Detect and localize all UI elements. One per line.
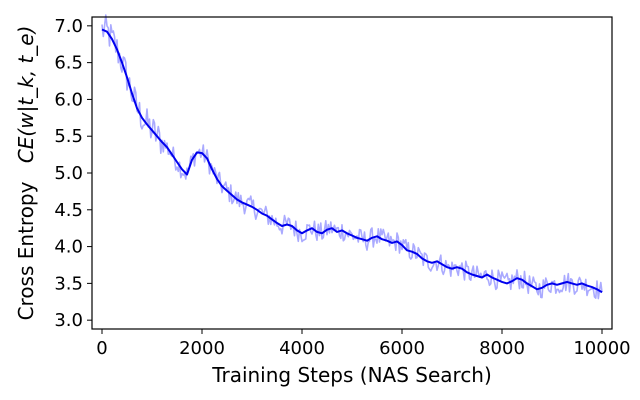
y-tick-label: 6.0	[54, 89, 83, 110]
x-axis-label: Training Steps (NAS Search)	[211, 363, 492, 387]
x-tick-label: 10000	[573, 338, 630, 359]
smoothed-series-layer	[101, 28, 603, 294]
y-axis-label: Cross Entropy CE(w|t_k, t_e)	[14, 26, 38, 321]
x-tick-label: 4000	[279, 338, 325, 359]
raw-series-layer	[101, 14, 603, 300]
x-tick-label: 0	[96, 338, 107, 359]
x-tick-label: 2000	[179, 338, 225, 359]
y-tick-label: 5.0	[54, 163, 83, 184]
smoothed-series-line	[101, 28, 603, 294]
y-tick-label: 3.5	[54, 273, 83, 294]
x-tick-label: 6000	[379, 338, 425, 359]
y-tick-label: 3.0	[54, 310, 83, 331]
y-axis-ticks: 3.0 3.5 4.0 4.5 5.0 5.5 6.0 6.5 7.0	[54, 16, 92, 331]
y-tick-label: 6.5	[54, 53, 83, 74]
y-tick-label: 4.5	[54, 200, 83, 221]
x-tick-label: 8000	[479, 338, 525, 359]
y-axis-label-text: Cross Entropy	[14, 181, 38, 320]
raw-series-line	[101, 14, 603, 300]
y-axis-label-math: CE(w|t_k, t_e)	[14, 26, 38, 164]
y-tick-label: 7.0	[54, 16, 83, 37]
y-tick-label: 5.5	[54, 126, 83, 147]
x-axis-ticks: 0 2000 4000 6000 8000 10000	[96, 329, 631, 359]
y-tick-label: 4.0	[54, 237, 83, 258]
